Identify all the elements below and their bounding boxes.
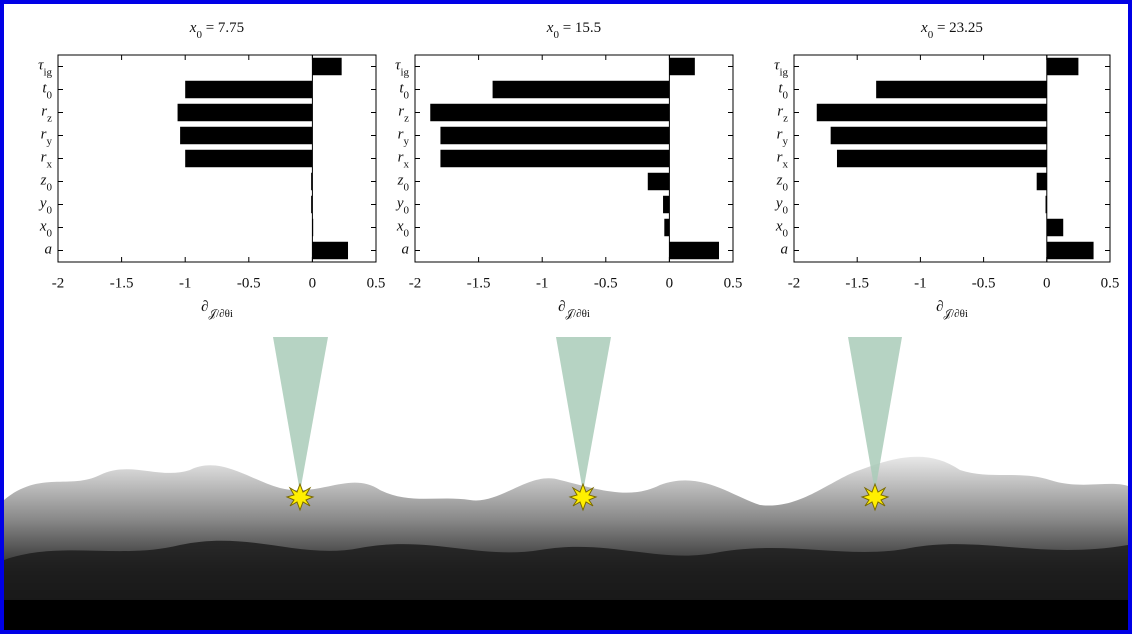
y-tick-label: z0 xyxy=(776,173,789,193)
bar xyxy=(1047,58,1079,75)
y-tick-label: t0 xyxy=(399,81,409,101)
bar xyxy=(493,81,670,98)
x-axis-label: ∂𝒥/∂θi xyxy=(201,299,233,319)
x-tick-label: 0.5 xyxy=(724,275,743,291)
y-tick-label: rx xyxy=(41,150,53,170)
y-tick-label: ry xyxy=(41,127,53,147)
y-tick-label: rx xyxy=(398,150,410,170)
x-tick-label: -0.5 xyxy=(594,275,618,291)
flame-image xyxy=(4,457,1128,634)
bar xyxy=(669,242,719,259)
x-tick-label: -1.5 xyxy=(467,275,491,291)
bar xyxy=(648,173,670,190)
y-tick-label: y0 xyxy=(774,196,789,216)
bar xyxy=(440,127,669,144)
bar xyxy=(180,127,312,144)
y-tick-label: rx xyxy=(777,150,789,170)
y-tick-label: y0 xyxy=(38,196,53,216)
y-tick-label: rz xyxy=(41,104,52,124)
x-tick-label: -0.5 xyxy=(972,275,996,291)
bar xyxy=(312,58,341,75)
chart-title: x0 = 23.25 xyxy=(920,20,983,40)
chart-title: x0 = 15.5 xyxy=(546,20,601,40)
bar xyxy=(178,104,313,121)
y-tick-label: y0 xyxy=(395,196,410,216)
bar xyxy=(664,219,669,236)
y-tick-label: t0 xyxy=(778,81,788,101)
x-tick-label: -2 xyxy=(409,275,422,291)
bar xyxy=(185,81,312,98)
figure: x0 = 7.75 -2 -1.5 -1 -0.5 0 0.5 τig t0 rz ry rx z0 y0… xyxy=(0,0,1132,634)
y-tick-label: rz xyxy=(398,104,409,124)
x-tick-label: -1 xyxy=(179,275,192,291)
bar xyxy=(311,196,312,213)
y-tick-label: a xyxy=(402,242,410,258)
x-tick-label: 0.5 xyxy=(367,275,386,291)
y-tick-label: a xyxy=(45,242,53,258)
bar xyxy=(312,242,348,259)
x-tick-label: 0 xyxy=(666,275,674,291)
x-tick-label: -1.5 xyxy=(110,275,134,291)
bar xyxy=(876,81,1047,98)
x-tick-label: -1 xyxy=(536,275,549,291)
x-axis-label: ∂𝒥/∂θi xyxy=(936,299,968,319)
y-tick-label: τig xyxy=(395,58,409,78)
y-tick-label: x0 xyxy=(775,219,789,239)
bar xyxy=(1046,196,1047,213)
x-tick-label: 0 xyxy=(309,275,317,291)
y-tick-label: z0 xyxy=(40,173,53,193)
y-tick-label: ry xyxy=(777,127,789,147)
bar xyxy=(312,219,313,236)
y-tick-label: rz xyxy=(777,104,788,124)
y-tick-label: x0 xyxy=(39,219,53,239)
y-tick-label: τig xyxy=(774,58,788,78)
x-tick-label: 0.5 xyxy=(1101,275,1120,291)
probes xyxy=(273,337,902,510)
y-tick-label: τig xyxy=(38,58,52,78)
y-tick-label: z0 xyxy=(397,173,410,193)
x-tick-label: -1.5 xyxy=(845,275,869,291)
bar xyxy=(1047,219,1063,236)
y-tick-label: t0 xyxy=(42,81,52,101)
bar xyxy=(311,173,312,190)
bar xyxy=(669,58,694,75)
y-tick-label: a xyxy=(781,242,789,258)
y-tick-label: x0 xyxy=(396,219,410,239)
x-axis-label: ∂𝒥/∂θi xyxy=(558,299,590,319)
page: x0 = 7.75 -2 -1.5 -1 -0.5 0 0.5 τig t0 rz ry rx z0 y0… xyxy=(0,0,1132,634)
x-tick-label: -2 xyxy=(788,275,801,291)
x-tick-label: -1 xyxy=(914,275,927,291)
chart-title: x0 = 7.75 xyxy=(189,20,244,40)
x-tick-label: -0.5 xyxy=(237,275,261,291)
bar xyxy=(1047,242,1094,259)
bar xyxy=(1037,173,1047,190)
bar xyxy=(817,104,1047,121)
bar xyxy=(430,104,669,121)
bar xyxy=(663,196,669,213)
bar xyxy=(837,150,1047,167)
bar xyxy=(185,150,312,167)
x-tick-label: -2 xyxy=(52,275,65,291)
bar xyxy=(831,127,1047,144)
bar xyxy=(440,150,669,167)
y-tick-label: ry xyxy=(398,127,410,147)
x-tick-label: 0 xyxy=(1043,275,1051,291)
